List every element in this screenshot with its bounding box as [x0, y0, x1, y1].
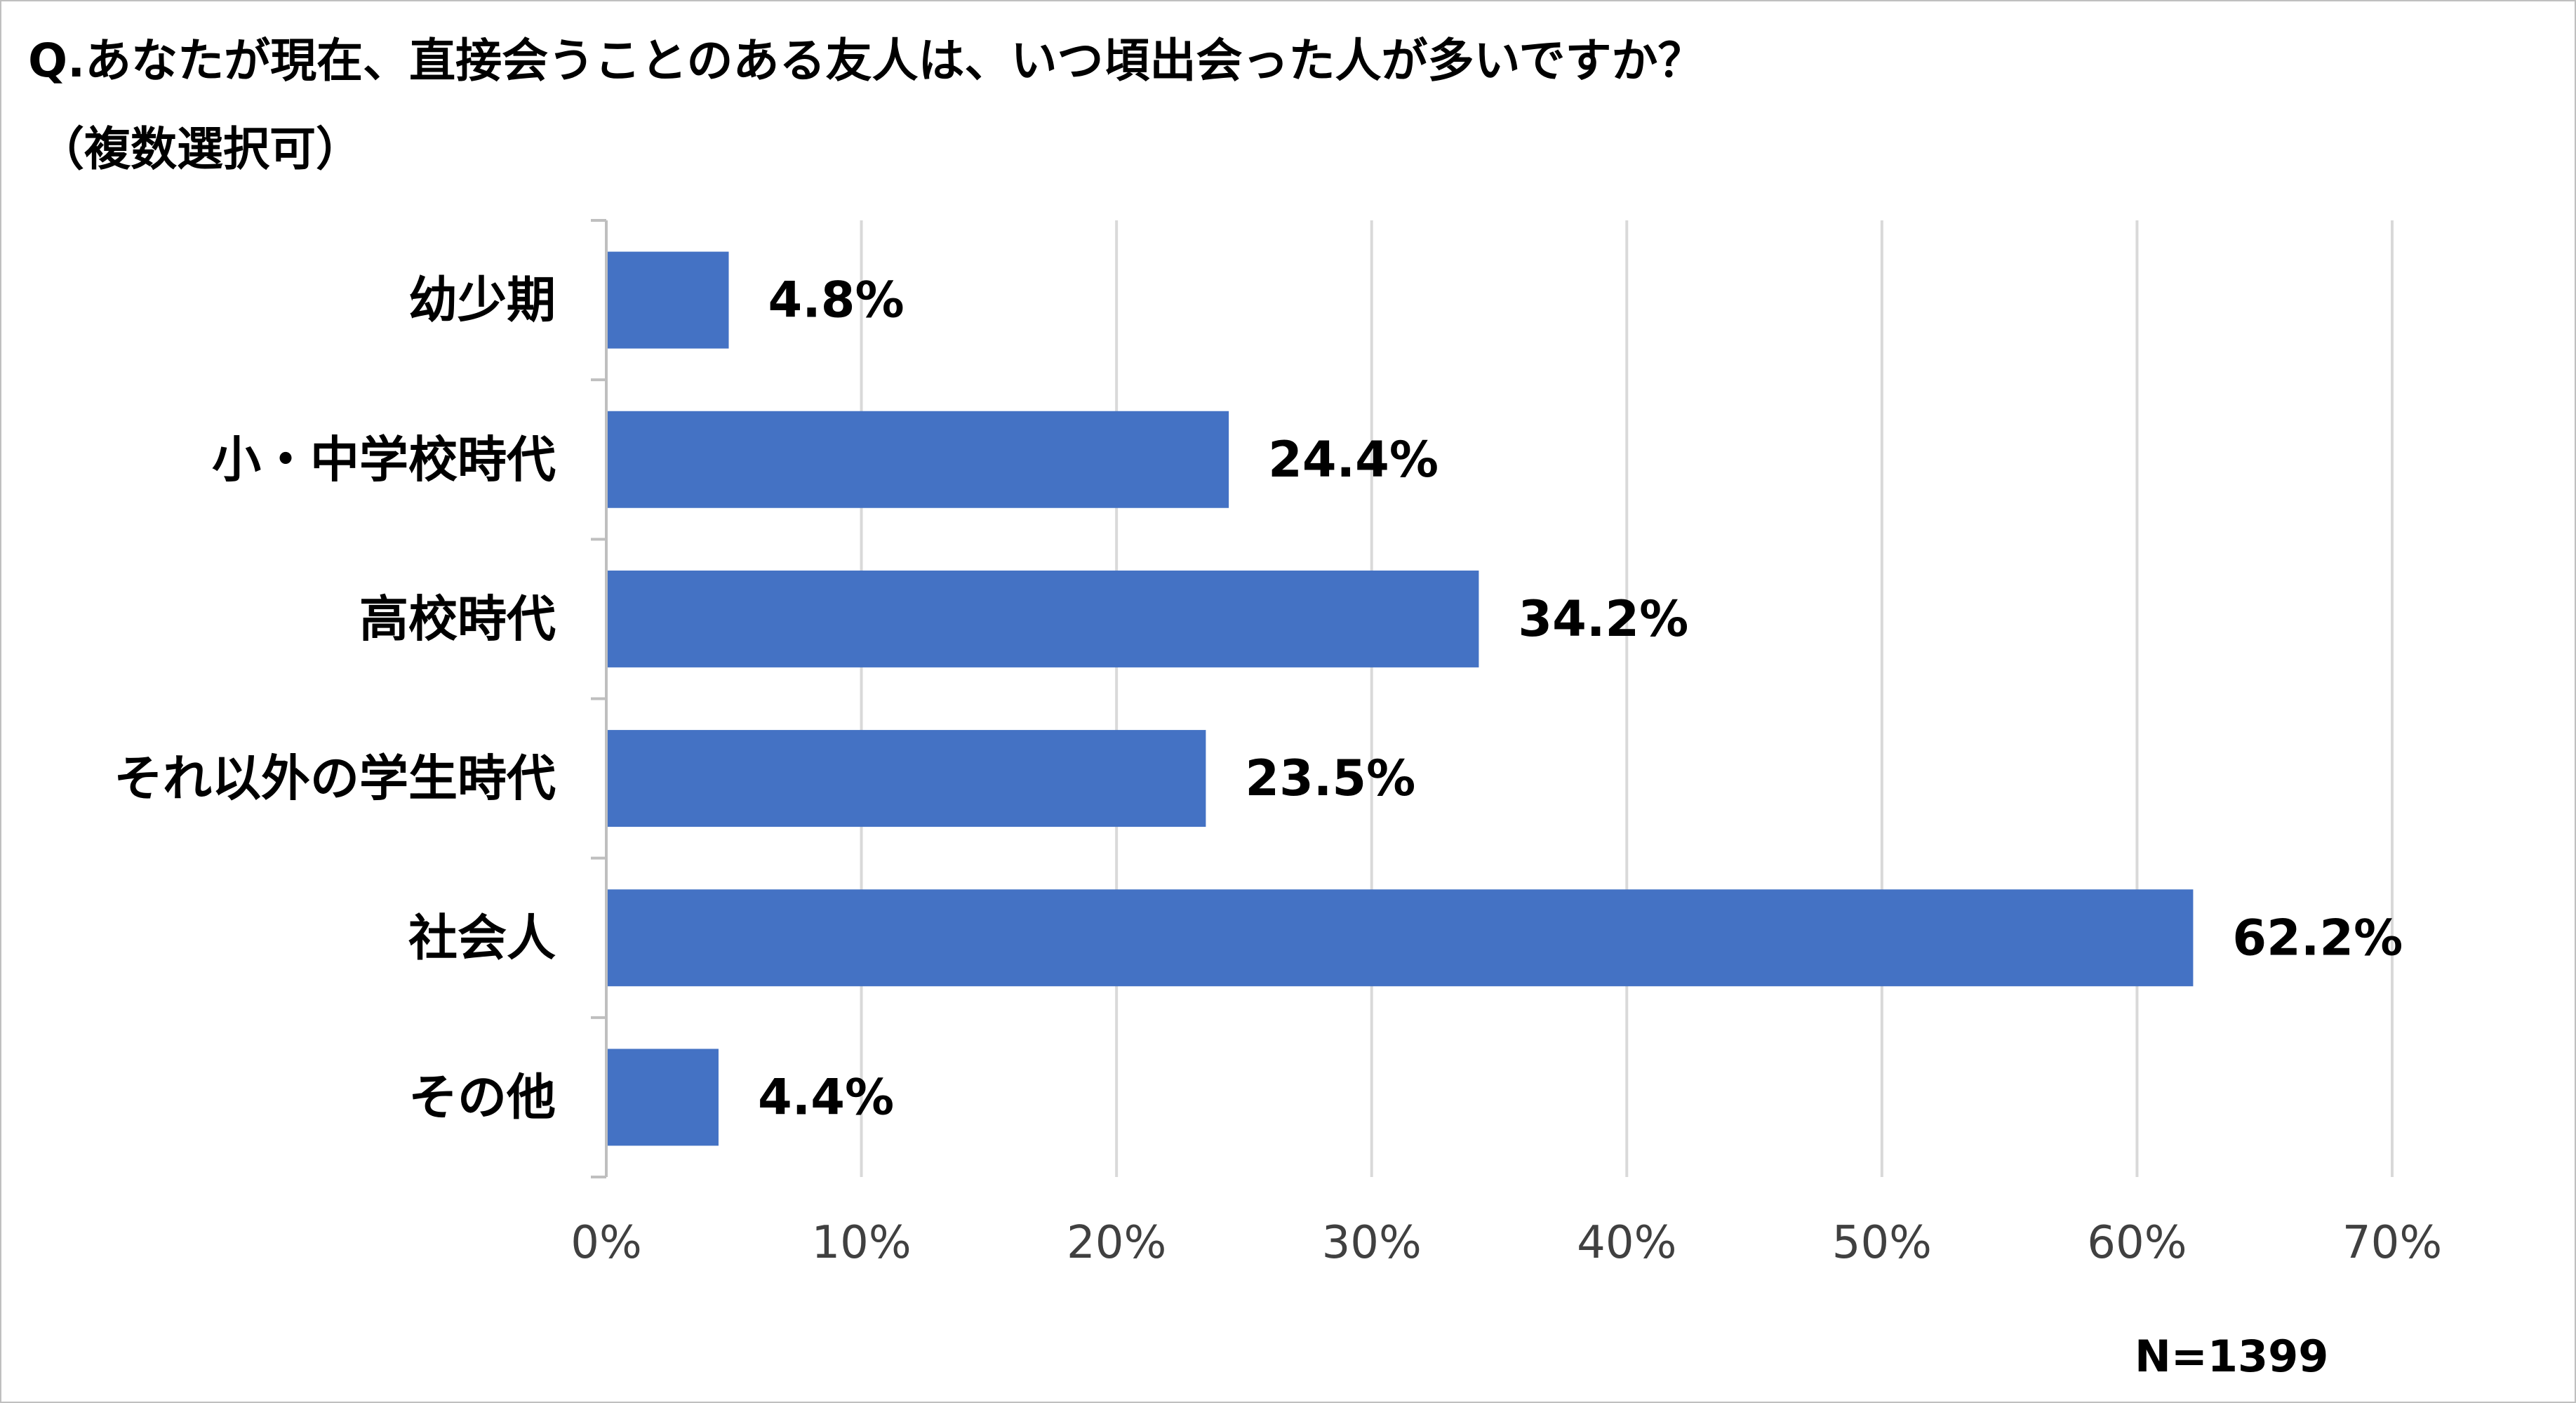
bar [608, 411, 1229, 508]
category-label: 幼少期 [408, 272, 556, 329]
chart-title: Q.あなたが現在、直接会うことのある友人は、いつ頃出会った人が多いですか？ [28, 34, 1704, 88]
x-tick-labels: 0% 10% 20% 30% 40% 50% 60% 70% [570, 1217, 2442, 1269]
value-label: 23.5% [1245, 750, 1415, 807]
x-tick-label: 50% [1832, 1217, 1932, 1269]
category-label: 社会人 [408, 909, 556, 966]
value-label: 24.4% [1268, 431, 1439, 488]
bar [608, 1049, 719, 1146]
grid-lines [860, 220, 2394, 1177]
x-tick-label: 20% [1067, 1217, 1166, 1269]
category-label: その他 [408, 1068, 556, 1126]
sample-size-note: N=1399 [2135, 1331, 2329, 1382]
value-label: 34.2% [1518, 590, 1688, 648]
x-tick-label: 40% [1577, 1217, 1676, 1269]
bar [608, 889, 2194, 987]
category-label: 高校時代 [359, 590, 556, 648]
x-tick-label: 10% [811, 1217, 911, 1269]
value-label: 4.8% [768, 272, 905, 329]
bar [608, 730, 1206, 827]
category-label: 小・中学校時代 [212, 431, 556, 488]
value-label: 4.4% [758, 1068, 894, 1126]
chart-subtitle: （複数選択可） [38, 122, 362, 176]
x-tick-label: 0% [570, 1217, 642, 1269]
bar [608, 570, 1479, 667]
x-tick-label: 30% [1322, 1217, 1422, 1269]
category-label: それ以外の学生時代 [114, 750, 556, 807]
value-labels: 4.8% 24.4% 34.2% 23.5% 62.2% 4.4% [758, 272, 2403, 1126]
x-tick-label: 70% [2342, 1217, 2442, 1269]
bars [608, 251, 2194, 1146]
x-tick-label: 60% [2087, 1217, 2187, 1269]
y-axis [591, 219, 608, 1178]
bar [608, 251, 729, 349]
value-label: 62.2% [2232, 909, 2403, 966]
